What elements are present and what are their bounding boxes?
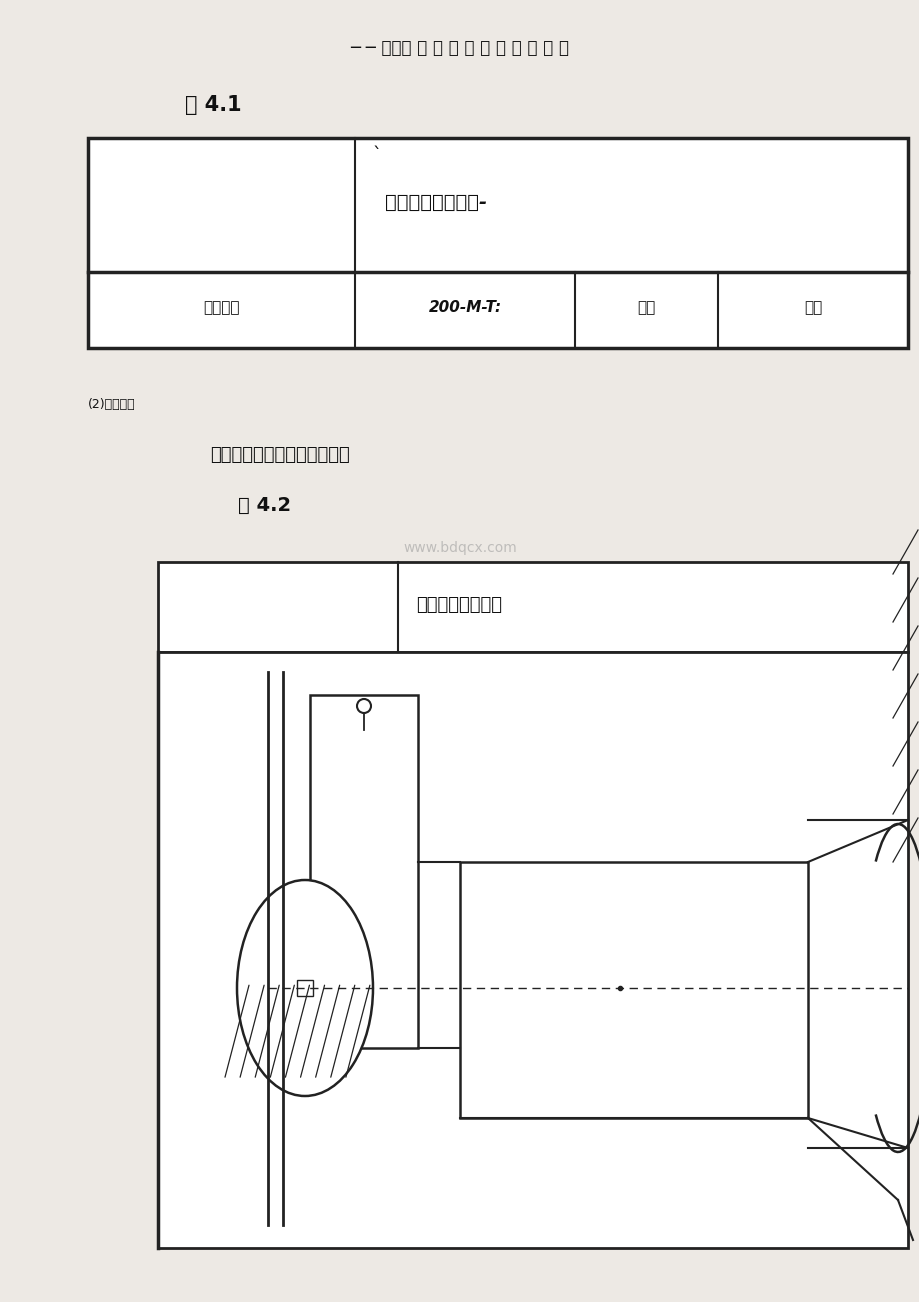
Text: (2)工序卡片: (2)工序卡片 <box>88 398 135 411</box>
Text: 200-M-T:: 200-M-T: <box>428 301 501 315</box>
Bar <box>460 862 807 1118</box>
Bar <box>310 695 417 1048</box>
Bar <box>158 652 907 1249</box>
Text: ─ ─ 一、机 械 加 工 工 艺 规 程 的 制 定: ─ ─ 一、机 械 加 工 工 艺 规 程 的 制 定 <box>350 39 569 57</box>
Text: 表 4.2: 表 4.2 <box>238 496 290 514</box>
Bar <box>158 562 907 652</box>
Bar <box>297 980 312 996</box>
Bar <box>88 138 907 348</box>
Text: 工序内容，使用的设备及工装: 工序内容，使用的设备及工装 <box>210 447 349 464</box>
Text: 槽型: 槽型 <box>803 301 822 315</box>
Text: 表 4.1: 表 4.1 <box>185 95 242 115</box>
Text: 机械加工工序卡片: 机械加工工序卡片 <box>415 596 502 615</box>
Text: 毛坏: 毛坏 <box>637 301 655 315</box>
Ellipse shape <box>237 880 372 1096</box>
Text: `: ` <box>372 146 381 164</box>
Text: 机械加工工艺过程-: 机械加工工艺过程- <box>384 193 486 211</box>
Text: 材料牌号: 材料牌号 <box>203 301 240 315</box>
Text: www.bdqcx.com: www.bdqcx.com <box>403 542 516 555</box>
